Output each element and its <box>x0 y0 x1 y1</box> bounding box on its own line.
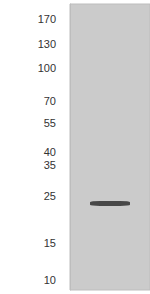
svg-text:40: 40 <box>44 146 56 158</box>
svg-text:70: 70 <box>44 95 56 107</box>
svg-text:100: 100 <box>38 62 56 74</box>
svg-text:15: 15 <box>44 237 56 249</box>
svg-text:130: 130 <box>38 38 56 50</box>
svg-text:170: 170 <box>38 13 56 25</box>
svg-text:55: 55 <box>44 117 56 129</box>
svg-text:35: 35 <box>44 159 56 171</box>
svg-text:10: 10 <box>44 274 56 286</box>
svg-text:25: 25 <box>44 190 56 202</box>
